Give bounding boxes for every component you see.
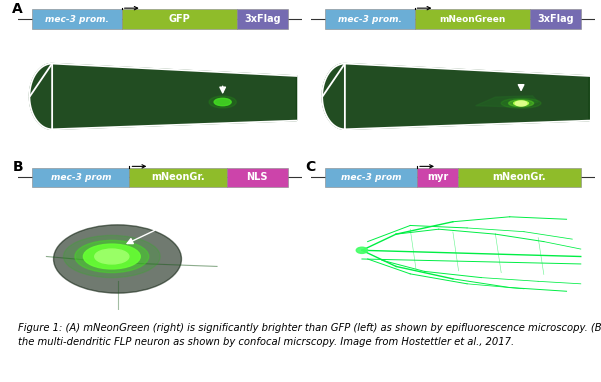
Text: FLP: FLP <box>529 46 548 56</box>
Text: 3xFlag: 3xFlag <box>537 14 573 24</box>
Text: mNeonGreen: mNeonGreen <box>439 15 505 24</box>
Text: mNeonGr.: mNeonGr. <box>151 172 205 182</box>
Text: NLS: NLS <box>246 172 268 182</box>
Ellipse shape <box>53 225 182 293</box>
Bar <box>529 10 581 29</box>
Text: GFP: GFP <box>168 14 190 24</box>
Ellipse shape <box>501 98 541 108</box>
Circle shape <box>516 101 527 106</box>
Bar <box>129 168 227 187</box>
Ellipse shape <box>514 101 528 105</box>
Bar <box>32 10 122 29</box>
Circle shape <box>75 240 149 273</box>
Bar <box>325 168 417 187</box>
Text: Figure 1: (A) mNeonGreen (right) is significantly brighter than GFP (left) as sh: Figure 1: (A) mNeonGreen (right) is sign… <box>18 323 601 346</box>
Bar <box>325 10 415 29</box>
Polygon shape <box>475 96 538 107</box>
Circle shape <box>95 249 129 264</box>
Text: mec-3 prom: mec-3 prom <box>50 173 111 182</box>
Text: FLP: FLP <box>237 46 255 56</box>
Text: mec-3 prom.: mec-3 prom. <box>45 15 109 24</box>
Bar <box>122 10 237 29</box>
Text: A: A <box>13 2 23 16</box>
Circle shape <box>64 235 160 278</box>
Bar <box>237 10 288 29</box>
Ellipse shape <box>508 100 534 107</box>
Text: mec-3 prom.: mec-3 prom. <box>338 15 401 24</box>
Circle shape <box>214 98 231 106</box>
Text: B: B <box>13 160 23 174</box>
Ellipse shape <box>356 247 368 253</box>
Polygon shape <box>322 63 590 129</box>
Text: C: C <box>305 160 316 174</box>
Bar <box>458 168 581 187</box>
Text: FLP: FLP <box>163 219 181 229</box>
Bar <box>227 168 288 187</box>
Bar <box>415 10 529 29</box>
Bar <box>417 168 458 187</box>
Text: myr: myr <box>427 172 448 182</box>
Circle shape <box>209 96 236 108</box>
Polygon shape <box>29 63 296 129</box>
Text: mNeonGr.: mNeonGr. <box>493 172 546 182</box>
Text: 3xFlag: 3xFlag <box>244 14 281 24</box>
Bar <box>32 168 129 187</box>
Text: mec-3 prom: mec-3 prom <box>341 173 401 182</box>
Circle shape <box>84 244 140 269</box>
